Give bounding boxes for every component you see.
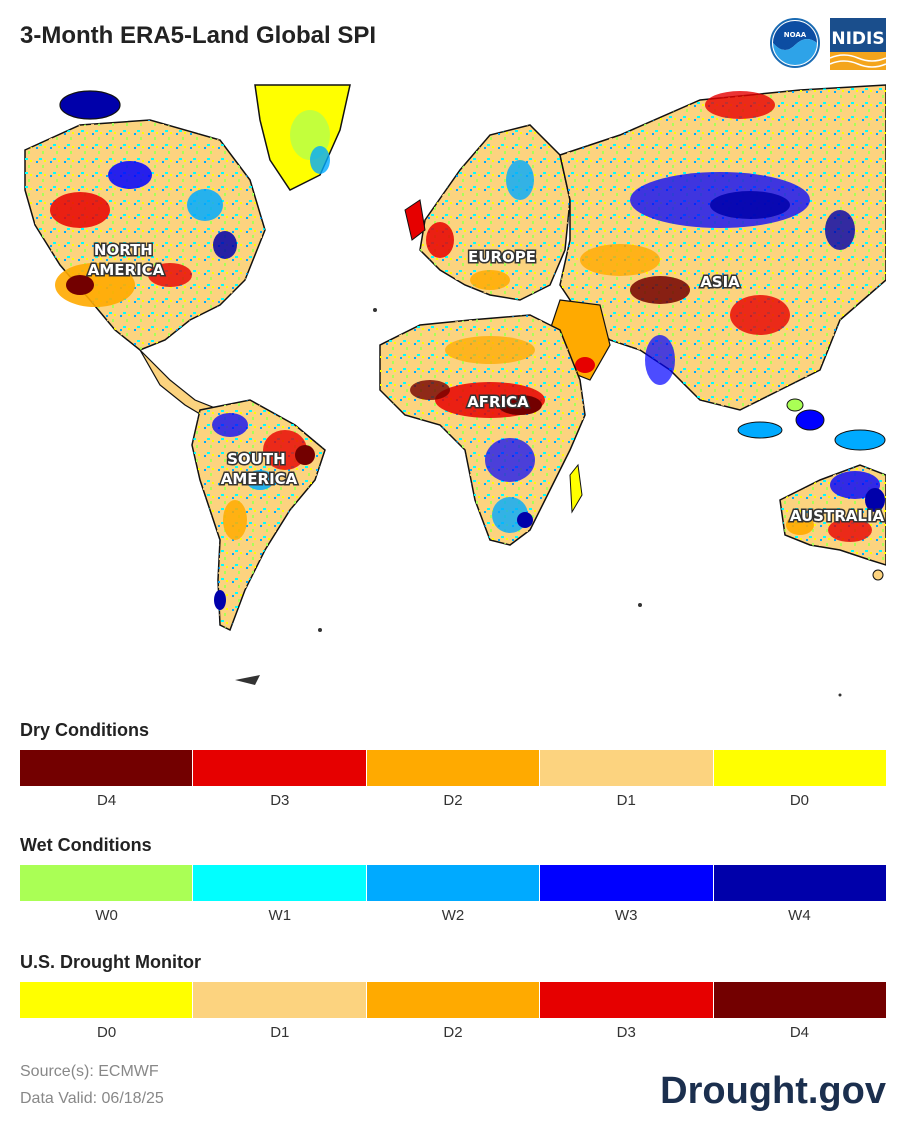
logos: NOAA NIDIS: [770, 18, 888, 70]
wet-conditions-legend: Wet Conditions W0 W1 W2 W3 W4: [20, 835, 887, 924]
usdm-swatch-d3: [540, 982, 714, 1018]
source-text: Source(s): ECMWF: [20, 1063, 159, 1080]
south-america-landmass: [191, 399, 326, 632]
usdm-label-d4: D4: [789, 1024, 809, 1041]
north-america-landmass: [24, 90, 266, 421]
nidis-logo[interactable]: NIDIS: [830, 18, 886, 70]
dry-conditions-bar: [20, 750, 887, 786]
wet-conditions-labels: W0 W1 W2 W3 W4: [20, 907, 886, 924]
dry-conditions-labels: D4 D3 D2 D1 D0: [20, 792, 886, 809]
usdm-title: U.S. Drought Monitor: [20, 952, 201, 972]
label-north-america: NORTH AMERICA: [88, 241, 165, 279]
usdm-swatch-d2: [366, 982, 541, 1018]
noaa-logo-text: NOAA: [784, 31, 807, 39]
wet-conditions-bar: [20, 865, 887, 901]
dry-swatch-d0: [713, 750, 887, 786]
footer-meta: Source(s): ECMWF Data Valid: 06/18/25: [20, 1058, 164, 1112]
dry-label-d4: D4: [97, 792, 117, 809]
wet-conditions-title: Wet Conditions: [20, 835, 152, 855]
dry-conditions-title: Dry Conditions: [20, 720, 149, 740]
africa-landmass: [379, 314, 586, 546]
dry-conditions-legend: Dry Conditions D4 D3 D2 D1 D0: [20, 720, 887, 809]
dry-label-d1: D1: [616, 792, 636, 809]
dry-label-d2: D2: [443, 792, 463, 809]
usdm-label-d3: D3: [616, 1024, 636, 1041]
wet-label-w4: W4: [788, 907, 811, 924]
label-south-america: SOUTH AMERICA: [221, 450, 298, 488]
small-islands: [235, 308, 842, 697]
wet-swatch-w2: [366, 865, 541, 901]
wet-label-w0: W0: [95, 907, 118, 924]
usdm-label-d2: D2: [443, 1024, 463, 1041]
wet-swatch-w3: [540, 865, 714, 901]
europe-landmass: [404, 124, 571, 301]
southeast-asia-islands: [737, 398, 886, 451]
usdm-label-d0: D0: [97, 1024, 117, 1041]
drought-gov-brand[interactable]: Drought.gov: [660, 1070, 886, 1112]
dry-swatch-d1: [540, 750, 714, 786]
wet-swatch-w1: [193, 865, 367, 901]
world-map: NORTH AMERICA EUROPE ASIA AFRICA SOUTH A…: [24, 84, 886, 697]
nidis-logo-text: NIDIS: [831, 29, 884, 49]
label-australia: AUSTRALIA: [790, 507, 885, 525]
page-title: 3-Month ERA5-Land Global SPI: [20, 22, 377, 49]
spi-map[interactable]: NORTH AMERICA EUROPE ASIA AFRICA SOUTH A…: [20, 80, 886, 700]
usdm-swatch-d4: [713, 982, 887, 1018]
wet-label-w1: W1: [268, 907, 292, 924]
dry-label-d3: D3: [270, 792, 290, 809]
usdm-legend: U.S. Drought Monitor D0 D1 D2 D3 D4: [20, 952, 887, 1041]
wet-label-w2: W2: [441, 907, 465, 924]
usdm-bar: [20, 982, 887, 1018]
dry-label-d0: D0: [789, 792, 809, 809]
data-valid-text: Data Valid: 06/18/25: [20, 1090, 164, 1107]
wet-swatch-w4: [713, 865, 887, 901]
label-europe: EUROPE: [468, 248, 536, 266]
noaa-logo[interactable]: NOAA: [770, 18, 820, 68]
usdm-swatch-d1: [193, 982, 367, 1018]
wet-swatch-w0: [20, 865, 194, 901]
region-labels: NORTH AMERICA EUROPE ASIA AFRICA SOUTH A…: [86, 240, 886, 527]
usdm-swatch-d0: [20, 982, 194, 1018]
australia-landmass: [779, 464, 886, 581]
label-asia: ASIA: [700, 273, 740, 291]
dry-swatch-d4: [20, 750, 194, 786]
usdm-label-d1: D1: [270, 1024, 290, 1041]
wet-label-w3: W3: [614, 907, 638, 924]
label-africa: AFRICA: [467, 393, 529, 411]
usdm-labels: D0 D1 D2 D3 D4: [20, 1024, 886, 1041]
dry-swatch-d2: [366, 750, 541, 786]
dry-swatch-d3: [193, 750, 367, 786]
asia-landmass: [549, 84, 886, 411]
